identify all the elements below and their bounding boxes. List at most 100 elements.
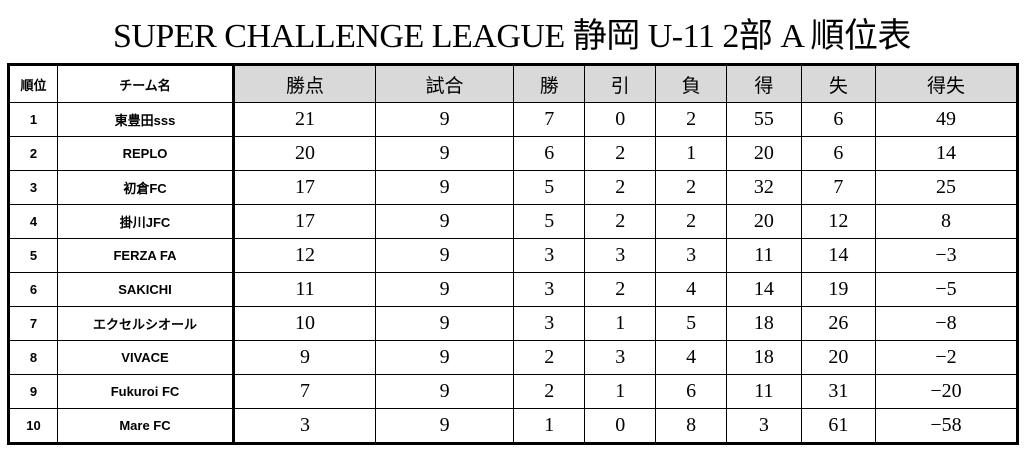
header-losses: 負 bbox=[655, 64, 728, 103]
cell-goals-for: 20 bbox=[726, 136, 802, 171]
cell-goals-for: 3 bbox=[726, 408, 802, 444]
cell-goal-diff: 49 bbox=[875, 102, 1018, 137]
cell-team-name: Fukuroi FC bbox=[57, 374, 235, 409]
cell-losses: 5 bbox=[655, 306, 728, 341]
cell-goals-for: 11 bbox=[726, 238, 802, 273]
cell-wins: 5 bbox=[513, 204, 586, 239]
cell-played: 9 bbox=[374, 408, 515, 444]
cell-team-name: 掛川JFC bbox=[57, 204, 235, 239]
cell-losses: 2 bbox=[655, 170, 728, 205]
cell-goals-against: 19 bbox=[800, 272, 877, 307]
cell-played: 9 bbox=[374, 170, 515, 205]
cell-wins: 3 bbox=[513, 238, 586, 273]
cell-draws: 0 bbox=[584, 408, 657, 444]
cell-goal-diff: −58 bbox=[875, 408, 1018, 444]
cell-team-name: 初倉FC bbox=[57, 170, 235, 205]
header-goals-for: 得 bbox=[726, 64, 802, 103]
page-title: SUPER CHALLENGE LEAGUE 静岡 U-11 2部 A 順位表 bbox=[112, 18, 912, 55]
cell-rank: 3 bbox=[8, 170, 58, 205]
cell-goals-for: 18 bbox=[726, 306, 802, 341]
cell-goal-diff: −3 bbox=[875, 238, 1018, 273]
header-rank: 順位 bbox=[8, 64, 58, 103]
cell-goals-against: 20 bbox=[800, 340, 877, 375]
cell-rank: 8 bbox=[8, 340, 58, 375]
cell-goals-against: 7 bbox=[800, 170, 877, 205]
cell-team-name: SAKICHI bbox=[57, 272, 235, 307]
cell-team-name: 東豊田sss bbox=[57, 102, 235, 137]
cell-goal-diff: 14 bbox=[875, 136, 1018, 171]
cell-played: 9 bbox=[374, 238, 515, 273]
cell-points: 17 bbox=[233, 170, 376, 205]
cell-wins: 2 bbox=[513, 340, 586, 375]
cell-losses: 4 bbox=[655, 272, 728, 307]
cell-goal-diff: −2 bbox=[875, 340, 1018, 375]
standings-table: 順位 チーム名 勝点 試合勝引負得失得失 1 東豊田sss 21 9 7 0 2 55 6 49 2 REP… bbox=[7, 63, 1019, 445]
cell-goals-against: 6 bbox=[800, 102, 877, 137]
cell-points: 10 bbox=[233, 306, 376, 341]
cell-rank: 1 bbox=[8, 102, 58, 137]
cell-team-name: FERZA FA bbox=[57, 238, 235, 273]
cell-points: 17 bbox=[233, 204, 376, 239]
cell-points: 20 bbox=[233, 136, 376, 171]
cell-draws: 3 bbox=[584, 340, 657, 375]
table-row: 10 Mare FC 3 9 1 0 8 3 61 −58 bbox=[8, 408, 1018, 444]
header-wins: 勝 bbox=[513, 64, 586, 103]
cell-goals-for: 20 bbox=[726, 204, 802, 239]
cell-points: 21 bbox=[233, 102, 376, 137]
cell-goals-against: 26 bbox=[800, 306, 877, 341]
table-row: 7 エクセルシオール 10 9 3 1 5 18 26 −8 bbox=[8, 306, 1018, 341]
cell-rank: 7 bbox=[8, 306, 58, 341]
cell-rank: 9 bbox=[8, 374, 58, 409]
cell-played: 9 bbox=[374, 102, 515, 137]
table-row: 2 REPLO 20 9 6 2 1 20 6 14 bbox=[8, 136, 1018, 171]
cell-points: 3 bbox=[233, 408, 376, 444]
cell-rank: 6 bbox=[8, 272, 58, 307]
cell-played: 9 bbox=[374, 204, 515, 239]
table-row: 8 VIVACE 9 9 2 3 4 18 20 −2 bbox=[8, 340, 1018, 375]
cell-losses: 8 bbox=[655, 408, 728, 444]
cell-team-name: Mare FC bbox=[57, 408, 235, 444]
cell-draws: 2 bbox=[584, 272, 657, 307]
cell-goal-diff: −8 bbox=[875, 306, 1018, 341]
cell-losses: 2 bbox=[655, 204, 728, 239]
cell-goal-diff: 25 bbox=[875, 170, 1018, 205]
cell-draws: 2 bbox=[584, 136, 657, 171]
table-row: 1 東豊田sss 21 9 7 0 2 55 6 49 bbox=[8, 102, 1018, 137]
cell-played: 9 bbox=[374, 272, 515, 307]
cell-goal-diff: 8 bbox=[875, 204, 1018, 239]
table-row: 9 Fukuroi FC 7 9 2 1 6 11 31 −20 bbox=[8, 374, 1018, 409]
cell-draws: 3 bbox=[584, 238, 657, 273]
table-row: 4 掛川JFC 17 9 5 2 2 20 12 8 bbox=[8, 204, 1018, 239]
cell-played: 9 bbox=[374, 306, 515, 341]
header-draws: 引 bbox=[584, 64, 657, 103]
cell-losses: 6 bbox=[655, 374, 728, 409]
cell-goals-against: 12 bbox=[800, 204, 877, 239]
cell-played: 9 bbox=[374, 374, 515, 409]
cell-rank: 4 bbox=[8, 204, 58, 239]
cell-points: 12 bbox=[233, 238, 376, 273]
cell-wins: 7 bbox=[513, 102, 586, 137]
cell-draws: 0 bbox=[584, 102, 657, 137]
cell-wins: 5 bbox=[513, 170, 586, 205]
header-team-name: チーム名 bbox=[57, 64, 235, 103]
table-row: 6 SAKICHI 11 9 3 2 4 14 19 −5 bbox=[8, 272, 1018, 307]
cell-team-name: エクセルシオール bbox=[57, 306, 235, 341]
cell-goals-against: 14 bbox=[800, 238, 877, 273]
cell-draws: 2 bbox=[584, 204, 657, 239]
cell-rank: 5 bbox=[8, 238, 58, 273]
cell-goals-for: 32 bbox=[726, 170, 802, 205]
header-goals-against: 失 bbox=[800, 64, 877, 103]
cell-team-name: REPLO bbox=[57, 136, 235, 171]
table-row: 3 初倉FC 17 9 5 2 2 32 7 25 bbox=[8, 170, 1018, 205]
cell-goals-for: 18 bbox=[726, 340, 802, 375]
cell-draws: 2 bbox=[584, 170, 657, 205]
table-row: 5 FERZA FA 12 9 3 3 3 11 14 −3 bbox=[8, 238, 1018, 273]
cell-losses: 4 bbox=[655, 340, 728, 375]
cell-wins: 1 bbox=[513, 408, 586, 444]
cell-played: 9 bbox=[374, 136, 515, 171]
cell-played: 9 bbox=[374, 340, 515, 375]
header-goal-diff: 得失 bbox=[875, 64, 1018, 103]
cell-losses: 1 bbox=[655, 136, 728, 171]
cell-losses: 2 bbox=[655, 102, 728, 137]
cell-goal-diff: −20 bbox=[875, 374, 1018, 409]
